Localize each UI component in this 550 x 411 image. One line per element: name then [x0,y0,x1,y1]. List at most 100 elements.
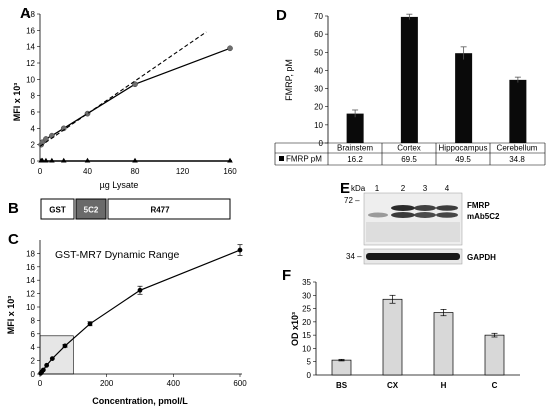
chart-a-x-tick-label: 160 [223,167,237,176]
table-category-1: Brainstem [337,144,373,153]
chart-a: 0 2 4 6 8 10 12 14 16 18 0 40 80 120 160 [26,10,237,176]
chart-a-y-tick-label: 16 [26,26,35,35]
blot-lane-2: 2 [401,184,406,193]
chart-a-ylabel: MFI x 10³ [12,83,22,122]
blot-lower [363,248,463,265]
chart-c-point [237,247,243,253]
chart-c-ylabel: MFI x 10³ [6,296,16,335]
chart-f-y-tick-label: 30 [302,291,311,300]
panel-letter-e: E [340,180,350,197]
blot-marker-34: 34 – [346,252,362,261]
chart-d-bar [400,16,418,143]
chart-a-x-tick-label: 80 [131,167,140,176]
chart-d-y-tick-label: 10 [314,121,323,130]
table-category-2: Cortex [397,144,421,153]
chart-c-y-tick-label: 2 [31,357,36,366]
r477-label: R477 [150,206,170,215]
table-value-3: 49.5 [455,155,471,164]
chart-f-y-tick-label: 35 [302,278,311,287]
chart-d-y-tick-label: 40 [314,66,323,75]
chart-a-y-tick-label: 6 [31,108,36,117]
panel-letter-d: D [276,7,287,24]
chart-f-y-tick-label: 15 [302,331,311,340]
gst-box [40,198,75,220]
chart-a-point [60,125,67,132]
chart-f-bar [433,312,454,376]
gst-label: GST [49,206,66,215]
chart-f: 0 5 10 15 20 25 30 35 BS CX H C [302,278,520,390]
blot-marker-72: 72 – [344,196,360,205]
blot-upper [363,192,463,246]
chart-d-bar [455,53,473,143]
chart-d-y-tick-label: 20 [314,103,323,112]
panel-letter-a: A [20,5,31,22]
table-value-4: 34.8 [509,155,525,164]
chart-d-bar [346,113,364,143]
chart-f-y-tick-label: 5 [307,358,312,367]
chart-a-point [132,81,138,88]
chart-a-x-tick-label: 0 [38,167,43,176]
chart-d: 0 10 20 30 40 50 60 70 [314,12,527,148]
chart-f-ylabel: OD x10³ [290,312,300,346]
chart-f-y-tick-label: 25 [302,305,311,314]
blot-gapdh-label: GAPDH [467,253,496,262]
chart-d-ylabel: FMRP, pM [284,59,294,101]
chart-c-y-tick-label: 10 [26,303,35,312]
chart-c-y-tick-label: 8 [31,316,36,325]
chart-a-triangle-marker [132,157,138,163]
chart-a-y-tick-label: 10 [26,75,35,84]
chart-a-y-tick-label: 12 [26,59,35,68]
chart-a-y-tick-label: 8 [31,92,36,101]
chart-a-triangle-marker [227,157,233,163]
panel-letter-f: F [282,267,291,284]
chart-d-y-tick-label: 60 [314,30,323,39]
table-value-1: 16.2 [347,155,363,164]
blot-lane-3: 3 [423,184,428,193]
chart-a-y-tick-label: 4 [31,124,36,133]
chart-c-point [40,367,46,373]
chart-c-xlabel: Concentration, pmol/L [92,396,188,406]
chart-a-triangle-marker [43,157,49,163]
chart-d-y-tick-label: 50 [314,48,323,57]
panel-letter-b: B [8,200,19,217]
chart-a-x-tick-label: 40 [83,167,92,176]
legend-label: FMRP pM [286,155,322,164]
chart-f-bar [331,359,352,376]
chart-d-y-tick-label: 30 [314,85,323,94]
table-category-3: Hippocampus [439,144,488,153]
chart-f-category-label: BS [336,381,348,390]
chart-a-triangle-marker [84,157,91,163]
blot-lane-4: 4 [445,184,450,193]
panel-letter-c: C [8,231,19,248]
chart-f-bar [484,334,505,376]
chart-a-x-tick-label: 120 [176,167,190,176]
chart-c-y-tick-label: 0 [31,370,36,379]
chart-c-x-tick-label: 200 [100,379,114,388]
blot-lane-1: 1 [375,184,380,193]
chart-c-point [49,356,55,361]
chart-a-point [227,45,233,52]
table-value-2: 69.5 [401,155,417,164]
chart-d-bar [509,79,527,143]
chart-a-xlabel: µg Lysate [100,180,139,190]
chart-d-table: FMRP pM Brainstem Cortex Hippocampus Cer… [274,142,546,166]
chart-c-x-tick-label: 400 [167,379,181,388]
chart-f-bar [382,298,403,376]
chart-f-y-tick-label: 10 [302,344,311,353]
chart-c-y-tick-label: 16 [26,263,35,272]
blot-mab-label: mAb5C2 [467,212,500,221]
5c2-box [75,198,107,220]
chart-c-title: GST-MR7 Dynamic Range [55,249,179,261]
chart-a-triangle-marker [60,157,67,163]
chart-c-y-tick-label: 4 [31,343,36,352]
chart-a-dashed-fit [39,31,207,147]
blot-band [391,205,415,211]
chart-c-point [87,321,93,327]
chart-c-y-tick-label: 14 [26,276,35,285]
chart-f-category-label: H [441,381,447,390]
chart-c-y-tick-label: 12 [26,290,35,299]
chart-d-y-tick-label: 70 [314,12,323,21]
chart-f-y-tick-label: 20 [302,318,311,327]
chart-f-y-tick-label: 0 [307,371,312,380]
